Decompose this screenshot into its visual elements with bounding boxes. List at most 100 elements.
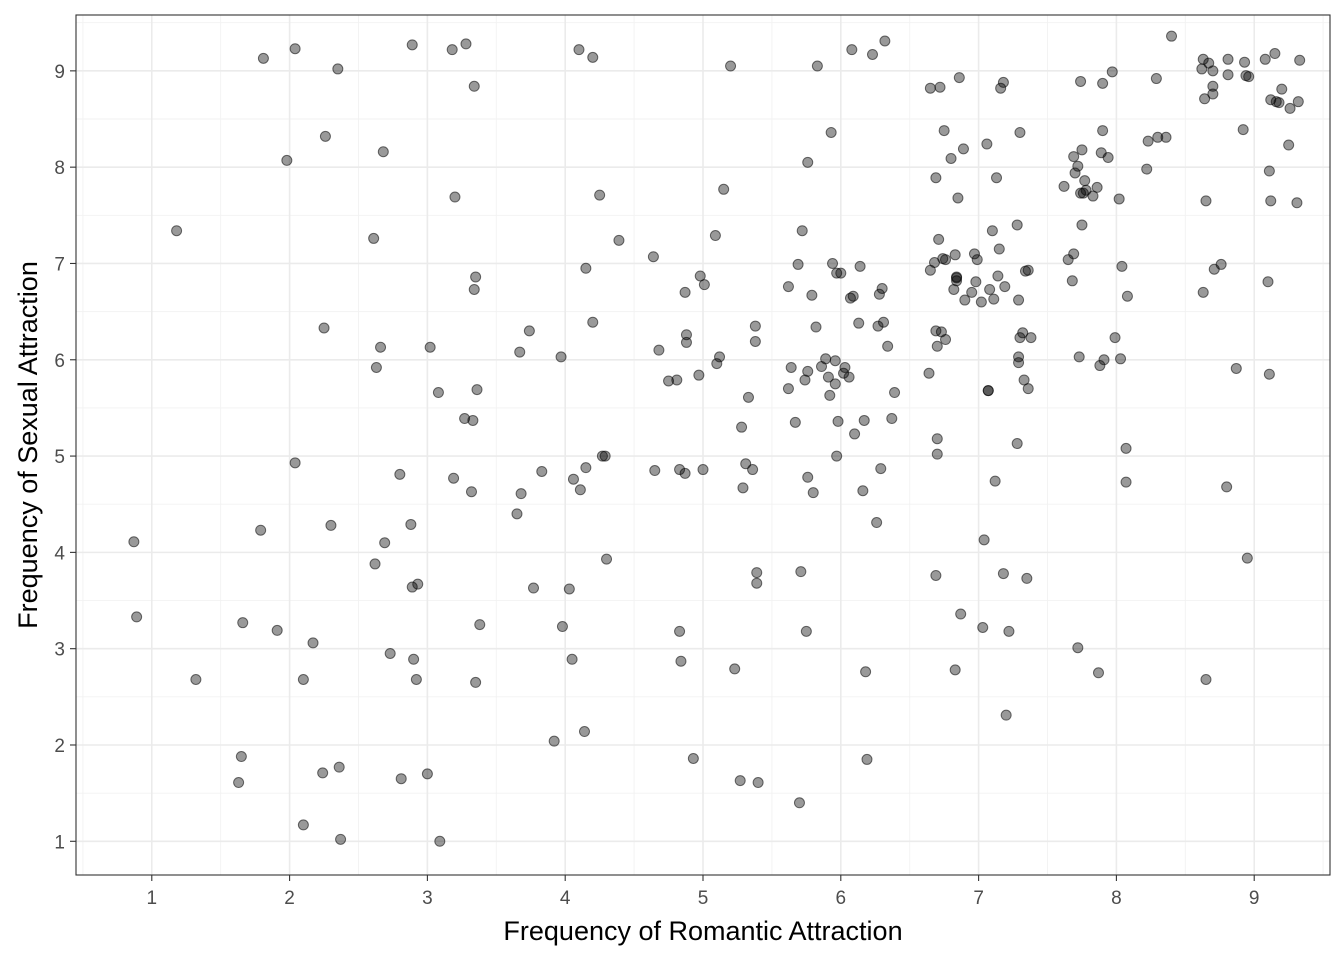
data-point <box>806 289 818 301</box>
data-point <box>594 189 606 201</box>
data-point <box>671 374 683 386</box>
data-point <box>587 51 599 63</box>
data-point <box>734 775 746 787</box>
data-point <box>1160 131 1172 143</box>
data-point <box>587 316 599 328</box>
data-point <box>1150 73 1162 85</box>
data-point <box>679 286 691 298</box>
data-point <box>988 293 1000 305</box>
data-point <box>1221 481 1233 493</box>
data-point <box>997 76 1009 88</box>
data-point <box>949 664 961 676</box>
data-point <box>1075 187 1087 199</box>
data-point <box>368 232 380 244</box>
data-point <box>978 534 990 546</box>
data-point <box>831 450 843 462</box>
data-point <box>955 608 967 620</box>
data-point <box>800 625 812 637</box>
data-point <box>793 797 805 809</box>
data-point <box>975 296 987 308</box>
data-point <box>1207 88 1219 100</box>
data-point <box>857 485 869 497</box>
data-point <box>829 355 841 367</box>
data-point <box>999 281 1011 293</box>
data-point <box>1200 674 1212 686</box>
data-point <box>580 462 592 474</box>
data-point <box>930 569 942 581</box>
data-point <box>991 172 1003 184</box>
data-point <box>1062 254 1074 266</box>
data-point <box>934 81 946 93</box>
data-point <box>959 294 971 306</box>
x-tick-label: 8 <box>1111 888 1122 909</box>
data-point <box>1097 125 1109 137</box>
data-point <box>449 191 461 203</box>
data-point <box>1106 66 1118 78</box>
data-point <box>825 126 837 138</box>
data-point <box>1283 139 1295 151</box>
data-point <box>405 518 417 530</box>
data-point <box>940 334 952 346</box>
data-point <box>782 281 794 293</box>
data-point <box>1120 476 1132 488</box>
data-point <box>1013 357 1025 369</box>
data-point <box>567 473 579 485</box>
data-point <box>986 225 998 237</box>
data-point <box>1066 275 1078 287</box>
data-point <box>421 768 433 780</box>
data-point <box>796 225 808 237</box>
data-point <box>190 674 202 686</box>
data-point <box>1199 93 1211 105</box>
data-point <box>749 335 761 347</box>
data-point <box>810 321 822 333</box>
y-tick-label: 6 <box>54 351 65 372</box>
data-point <box>580 262 592 274</box>
data-point <box>515 488 527 500</box>
data-point <box>1072 160 1084 172</box>
data-point <box>1017 327 1029 339</box>
data-point <box>319 130 331 142</box>
data-point <box>1262 276 1274 288</box>
data-point <box>785 361 797 373</box>
data-point <box>1003 625 1015 637</box>
data-point <box>333 761 345 773</box>
data-point <box>370 361 382 373</box>
data-point <box>878 316 890 328</box>
data-point <box>556 621 568 633</box>
data-point <box>555 351 567 363</box>
data-point <box>511 508 523 520</box>
data-point <box>649 465 661 477</box>
data-point <box>1087 190 1099 202</box>
data-point <box>325 519 337 531</box>
data-point <box>1014 126 1026 138</box>
x-axis: 1 2 3 4 5 6 7 8 9 <box>147 875 1259 909</box>
data-point <box>563 583 575 595</box>
y-tick-label: 4 <box>54 543 65 564</box>
data-point <box>827 257 839 269</box>
data-point <box>297 819 309 831</box>
data-point <box>843 371 855 383</box>
data-point <box>523 325 535 337</box>
data-point <box>940 254 952 266</box>
data-point <box>968 248 980 260</box>
data-point <box>957 143 969 155</box>
data-point <box>795 566 807 578</box>
data-point <box>471 384 483 396</box>
data-point <box>281 154 293 166</box>
data-point <box>653 344 665 356</box>
data-point <box>866 48 878 60</box>
x-tick-label: 3 <box>422 888 433 909</box>
data-point <box>1239 56 1251 68</box>
data-point <box>687 752 699 764</box>
data-point <box>1263 368 1275 380</box>
data-point <box>807 487 819 499</box>
data-point <box>933 233 945 245</box>
data-point <box>802 156 814 168</box>
data-point <box>601 553 613 565</box>
data-point <box>737 482 749 494</box>
data-point <box>474 619 486 631</box>
data-point <box>718 183 730 195</box>
data-point <box>1207 80 1219 92</box>
data-point <box>861 753 873 765</box>
